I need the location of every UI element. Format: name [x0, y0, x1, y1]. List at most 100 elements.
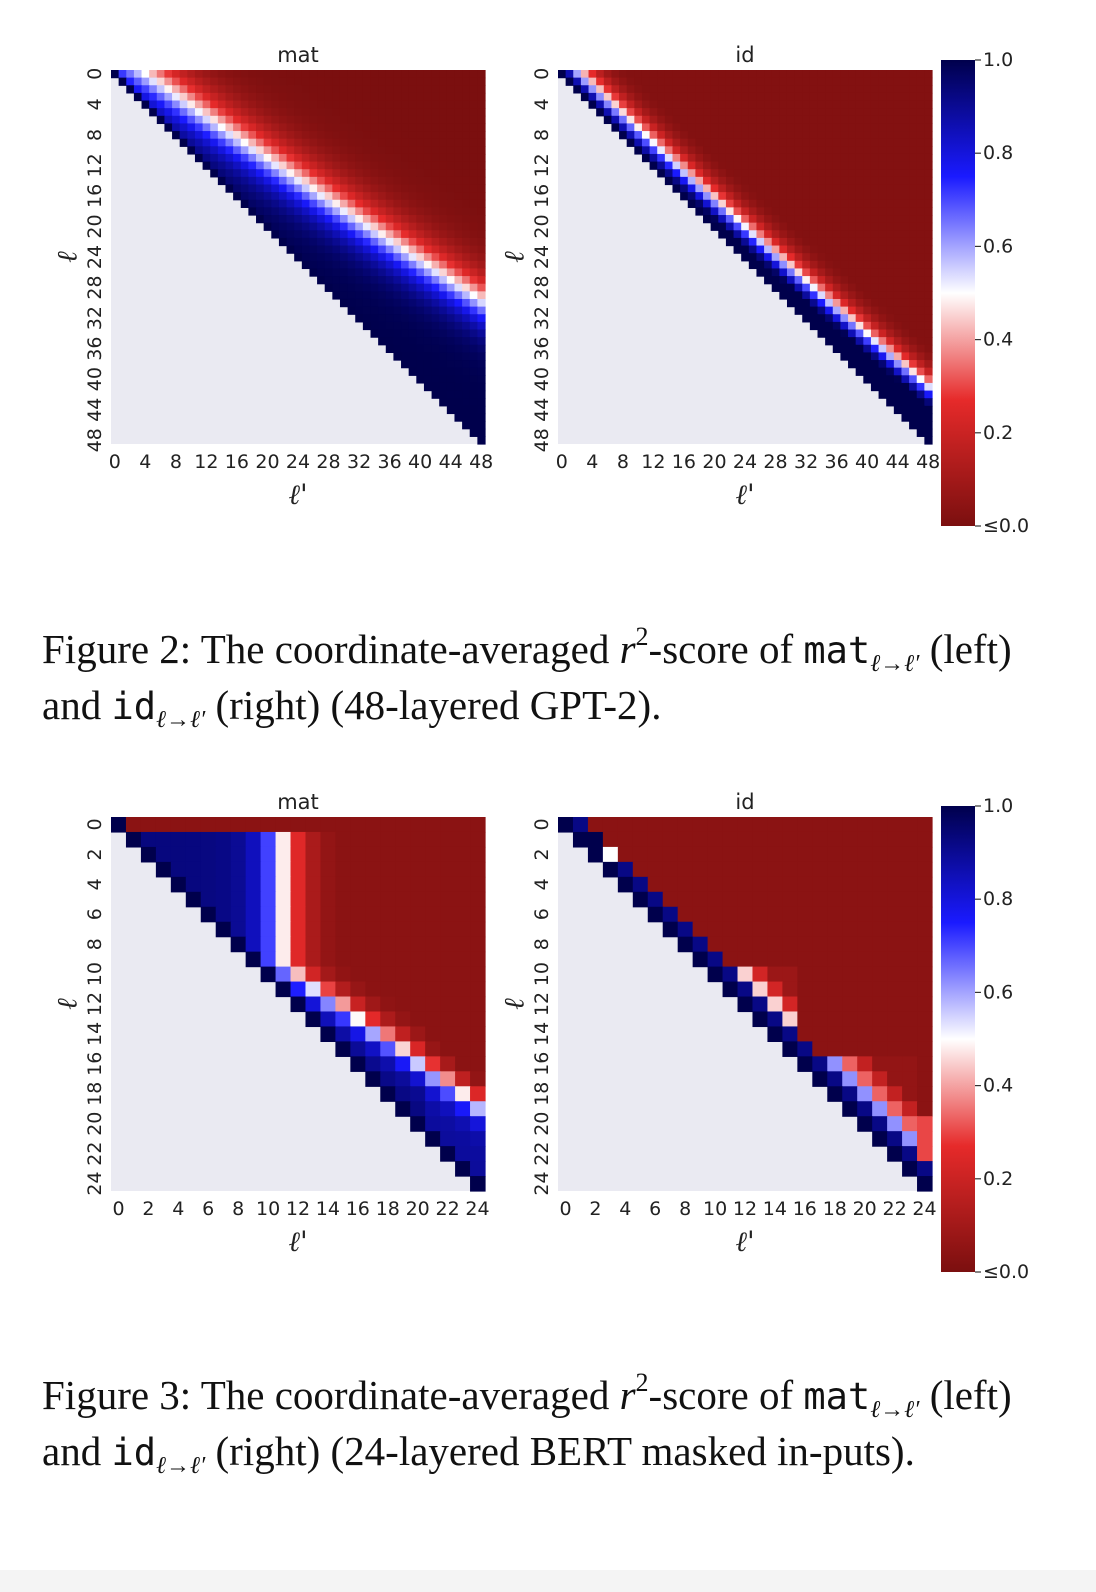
- heatmap-cell: [786, 123, 796, 132]
- heatmap-cell: [825, 100, 834, 109]
- heatmap-cell: [870, 222, 880, 231]
- heatmap-cell: [355, 169, 364, 178]
- heatmap-cell: [401, 131, 410, 140]
- heatmap-cell: [817, 283, 826, 292]
- heatmap-cell: [725, 237, 735, 247]
- heatmap-cell: [878, 260, 887, 270]
- heatmap-cell: [924, 329, 933, 338]
- heatmap-cell: [271, 100, 280, 109]
- heatmap-cell: [309, 131, 318, 140]
- heatmap-cell: [870, 360, 880, 369]
- heatmap-cell: [902, 1086, 918, 1102]
- heatmap-cell: [370, 283, 379, 292]
- heatmap-cell: [286, 184, 295, 193]
- heatmap-cell: [355, 115, 364, 125]
- heatmap-cell: [347, 184, 356, 193]
- heatmap-cell: [779, 115, 788, 125]
- heatmap-cell: [446, 360, 456, 369]
- x-tick-label: 12: [286, 1198, 310, 1220]
- heatmap-cell: [741, 199, 750, 208]
- heatmap-cell: [395, 817, 411, 833]
- heatmap-cell: [840, 337, 849, 346]
- heatmap-cell: [446, 344, 456, 354]
- heatmap-cell: [573, 85, 582, 94]
- heatmap-cell: [385, 161, 395, 170]
- heatmap-cell: [733, 77, 742, 86]
- heatmap-cell: [725, 222, 735, 231]
- heatmap-cell: [378, 161, 387, 170]
- heatmap-cell: [111, 70, 120, 79]
- heatmap-cell: [916, 428, 925, 437]
- heatmap-cell: [832, 283, 842, 292]
- heatmap-cell: [362, 245, 372, 254]
- heatmap-cell: [393, 123, 402, 132]
- heatmap-cell: [809, 314, 819, 323]
- heatmap-cell: [893, 260, 903, 270]
- heatmap-cell: [332, 131, 341, 140]
- heatmap-cell: [440, 981, 456, 998]
- heatmap-cell: [395, 831, 411, 848]
- heatmap-cell: [725, 131, 735, 140]
- heatmap-cell: [355, 230, 364, 239]
- heatmap-cell: [870, 298, 880, 308]
- heatmap-cell: [202, 77, 211, 86]
- heatmap-cell: [695, 77, 704, 86]
- heatmap-cell: [767, 951, 783, 968]
- heatmap-cell: [370, 237, 379, 247]
- heatmap-cell: [401, 329, 410, 338]
- heatmap-cell: [857, 1071, 873, 1087]
- heatmap-cell: [362, 85, 372, 94]
- heatmap-cell: [779, 138, 788, 147]
- heatmap-cell: [217, 123, 227, 132]
- heatmap-cell: [455, 1116, 471, 1132]
- heatmap-cell: [305, 817, 322, 833]
- heatmap-cell: [619, 115, 628, 125]
- heatmap-cell: [733, 70, 742, 79]
- heatmap-cell: [410, 921, 426, 938]
- heatmap-cell: [748, 153, 758, 163]
- heatmap-cell: [439, 268, 448, 277]
- heatmap-cell: [217, 146, 227, 155]
- heatmap-cell: [385, 192, 395, 201]
- heatmap-cell: [924, 215, 933, 224]
- heatmap-cell: [440, 861, 456, 878]
- heatmap-cell: [909, 176, 918, 186]
- heatmap-cell: [902, 1131, 918, 1147]
- heatmap-cell: [425, 906, 441, 923]
- heatmap-cell: [863, 352, 872, 361]
- heatmap-cell: [431, 237, 440, 247]
- heatmap-cell: [290, 861, 307, 878]
- heatmap-cell: [902, 921, 918, 938]
- heatmap-cell: [477, 375, 486, 384]
- heatmap-cell: [332, 153, 341, 163]
- heatmap-cell: [347, 176, 356, 186]
- heatmap-cell: [917, 1056, 933, 1072]
- heatmap-cell: [477, 337, 486, 346]
- heatmap-cell: [857, 1101, 873, 1117]
- heatmap-cell: [878, 291, 887, 300]
- heatmap-cell: [309, 192, 318, 201]
- heatmap-cell: [446, 215, 456, 224]
- heatmap-cell: [893, 146, 903, 155]
- heatmap-cell: [401, 100, 410, 109]
- heatmap-cell: [347, 260, 356, 270]
- x-tick-label: 22: [883, 1198, 907, 1220]
- heatmap-cell: [786, 176, 796, 186]
- heatmap-cell: [431, 321, 440, 331]
- heatmap-cell: [401, 237, 410, 247]
- heatmap-cell: [454, 100, 463, 109]
- heatmap-cell: [454, 253, 463, 262]
- heatmap-cell: [286, 153, 295, 163]
- heatmap-cell: [350, 921, 366, 938]
- heatmap-cell: [309, 230, 318, 239]
- heatmap-cell: [469, 146, 478, 155]
- heatmap-cell: [848, 85, 857, 94]
- heatmap-cell: [901, 382, 910, 392]
- heatmap-cell: [782, 876, 798, 893]
- x-tick-label: 8: [679, 1198, 691, 1220]
- heatmap-cell: [771, 268, 780, 277]
- heatmap-cell: [385, 153, 395, 163]
- heatmap-cell: [385, 108, 395, 117]
- heatmap-cell: [886, 100, 895, 109]
- heatmap-cell: [454, 268, 463, 277]
